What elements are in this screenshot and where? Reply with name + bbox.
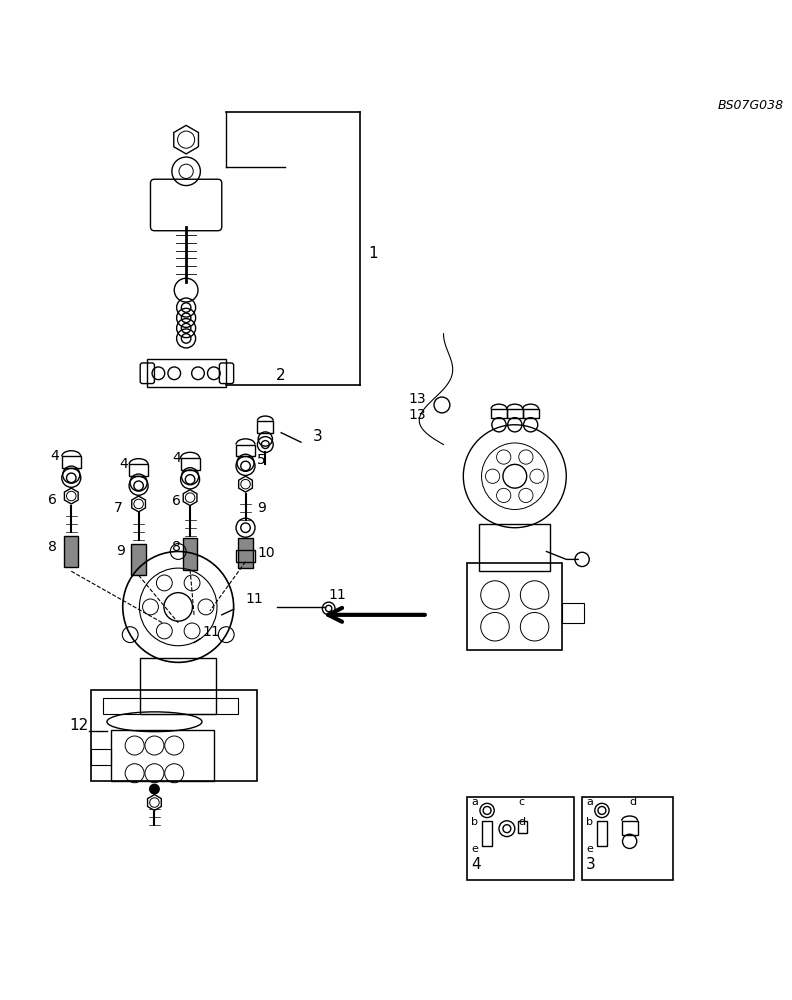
Bar xyxy=(523,409,539,418)
Text: 4: 4 xyxy=(172,451,181,465)
Bar xyxy=(183,538,197,570)
Bar xyxy=(482,821,492,846)
Text: a: a xyxy=(471,797,478,807)
Text: 13: 13 xyxy=(409,408,426,422)
Text: 3: 3 xyxy=(313,429,322,444)
Circle shape xyxy=(150,784,159,794)
Text: 11: 11 xyxy=(246,592,263,606)
Bar xyxy=(62,456,81,468)
Text: c: c xyxy=(519,797,525,807)
Bar xyxy=(582,797,673,880)
Bar xyxy=(518,821,527,833)
Bar xyxy=(622,821,638,835)
Text: a: a xyxy=(586,797,593,807)
Bar xyxy=(91,749,111,765)
Bar xyxy=(257,421,273,433)
Text: 3: 3 xyxy=(586,857,596,872)
Text: 8: 8 xyxy=(48,540,57,554)
Bar xyxy=(129,464,148,476)
Bar xyxy=(562,603,584,623)
Text: d: d xyxy=(630,797,637,807)
Text: 8: 8 xyxy=(172,540,181,554)
Text: 6: 6 xyxy=(172,494,181,508)
Bar xyxy=(236,445,255,456)
Bar xyxy=(467,563,562,650)
Bar xyxy=(91,690,257,781)
Text: 12: 12 xyxy=(70,718,89,733)
Text: 13: 13 xyxy=(409,392,426,406)
Bar xyxy=(236,550,255,562)
Text: 5: 5 xyxy=(257,453,266,467)
Bar xyxy=(131,544,146,575)
Bar xyxy=(479,524,550,571)
Text: 6: 6 xyxy=(48,493,57,507)
Text: BS07G038: BS07G038 xyxy=(718,99,784,112)
Text: b: b xyxy=(586,817,593,827)
Text: e: e xyxy=(471,844,478,854)
Text: 11: 11 xyxy=(329,588,346,602)
Bar xyxy=(111,730,214,781)
Bar xyxy=(147,359,226,387)
Bar xyxy=(238,538,253,568)
Text: b: b xyxy=(471,817,478,827)
Text: d: d xyxy=(519,817,526,827)
Text: 1: 1 xyxy=(368,246,378,261)
Text: 9: 9 xyxy=(257,501,266,515)
Text: 4: 4 xyxy=(120,457,128,471)
Text: e: e xyxy=(586,844,593,854)
Bar xyxy=(467,797,574,880)
Bar xyxy=(491,409,507,418)
Bar xyxy=(103,698,238,714)
Bar xyxy=(597,821,607,846)
Bar xyxy=(64,536,78,567)
Text: 10: 10 xyxy=(257,546,275,560)
Text: 7: 7 xyxy=(114,501,123,515)
Bar xyxy=(507,409,523,418)
Bar xyxy=(181,458,200,470)
Bar xyxy=(140,658,216,714)
Text: 4: 4 xyxy=(51,449,59,463)
Text: 11: 11 xyxy=(202,625,219,639)
Text: 4: 4 xyxy=(471,857,481,872)
Text: 9: 9 xyxy=(116,544,125,558)
Text: 2: 2 xyxy=(276,368,285,383)
